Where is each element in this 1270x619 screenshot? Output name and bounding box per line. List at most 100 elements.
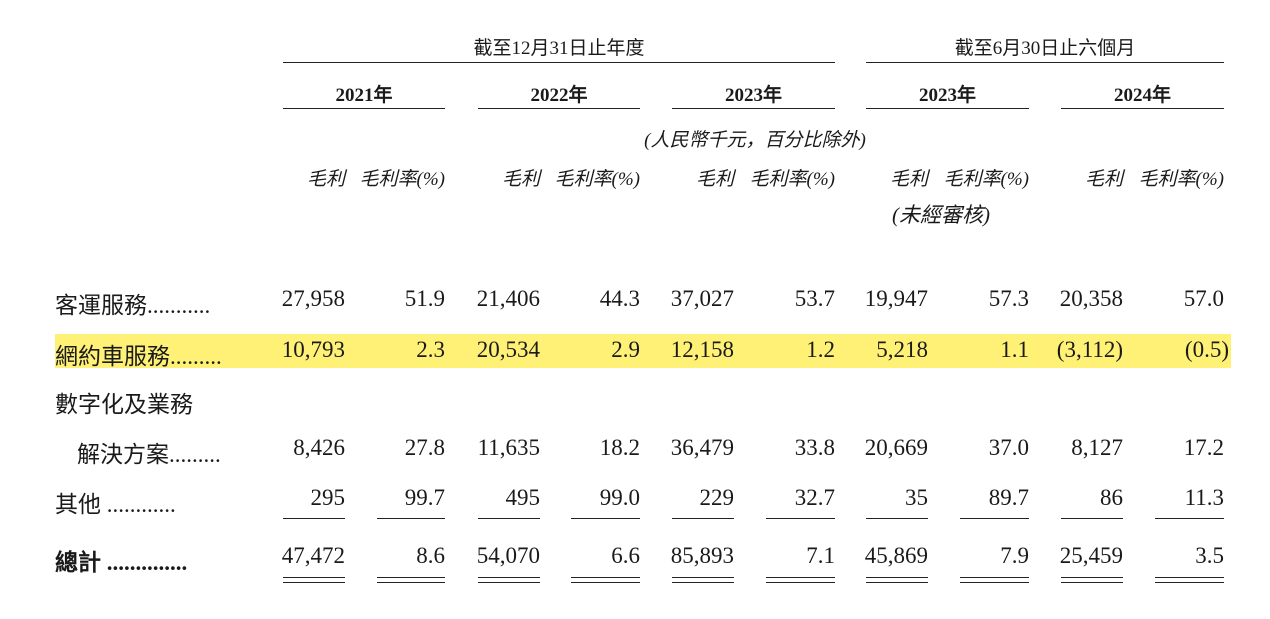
total-double-line xyxy=(571,582,640,583)
cell: 8.6 xyxy=(416,543,445,568)
col-label-gross-profit: 毛利 xyxy=(306,169,345,190)
cell: 7.9 xyxy=(1000,543,1029,568)
col-label-gross-profit: 毛利 xyxy=(501,169,540,190)
total-double-line xyxy=(960,582,1029,583)
cell: 18.2 xyxy=(599,435,640,460)
cell: 10,793 xyxy=(281,337,345,362)
total-double-line xyxy=(478,577,540,578)
total-double-line xyxy=(672,577,734,578)
header-year-2024-interim-underline xyxy=(1061,108,1224,109)
subtotal-line xyxy=(672,518,734,519)
row-label-digital: 數字化及業務 xyxy=(55,392,193,417)
cell: 295 xyxy=(310,485,346,510)
header-year-2021: 2021年 xyxy=(335,85,393,106)
cell: 25,459 xyxy=(1059,543,1123,568)
header-year-2023: 2023年 xyxy=(724,85,782,106)
row-label-passenger: 客運服務........... xyxy=(55,293,211,318)
total-double-line xyxy=(960,577,1029,578)
row-highlight xyxy=(55,334,1231,368)
row-label-total: 總計 .............. xyxy=(55,550,188,575)
total-double-line xyxy=(672,582,734,583)
cell: 47,472 xyxy=(281,543,345,568)
header-year-2022: 2022年 xyxy=(530,85,588,106)
cell: 229 xyxy=(699,485,735,510)
row-label-other: 其他 ............ xyxy=(55,492,176,517)
subtotal-line xyxy=(1155,518,1224,519)
cell: 53.7 xyxy=(794,286,835,311)
total-double-line xyxy=(1061,577,1123,578)
header-interim-underline xyxy=(866,62,1224,63)
cell: 86 xyxy=(1100,485,1123,510)
cell: 495 xyxy=(505,485,541,510)
cell: 17.2 xyxy=(1183,435,1224,460)
header-interim-group: 截至6月30日止六個月 xyxy=(954,38,1136,59)
row-label-solutions: 解決方案......... xyxy=(77,442,221,467)
total-double-line xyxy=(866,582,928,583)
total-double-line xyxy=(377,582,445,583)
subtotal-line xyxy=(866,518,928,519)
cell: 3.5 xyxy=(1195,543,1224,568)
cell: 12,158 xyxy=(670,337,734,362)
col-label-gross-profit: 毛利 xyxy=(695,169,734,190)
subtotal-line xyxy=(1061,518,1123,519)
total-double-line xyxy=(283,582,345,583)
subtotal-line xyxy=(377,518,445,519)
header-annual-group: 截至12月31日止年度 xyxy=(473,38,645,59)
total-double-line xyxy=(377,577,445,578)
cell: (0.5) xyxy=(1184,337,1229,362)
cell: 99.7 xyxy=(404,485,445,510)
header-year-2021-underline xyxy=(283,108,445,109)
cell: 33.8 xyxy=(794,435,835,460)
cell: 20,358 xyxy=(1059,286,1123,311)
cell: 2.9 xyxy=(611,337,640,362)
cell: 6.6 xyxy=(611,543,640,568)
cell: 20,669 xyxy=(864,435,928,460)
col-label-margin: 毛利率(%) xyxy=(1138,169,1224,190)
cell: 7.1 xyxy=(806,543,835,568)
cell: 37.0 xyxy=(988,435,1029,460)
col-label-margin: 毛利率(%) xyxy=(554,169,640,190)
total-double-line xyxy=(766,577,835,578)
cell: 37,027 xyxy=(670,286,734,311)
total-double-line xyxy=(571,577,640,578)
cell: 21,406 xyxy=(476,286,540,311)
cell: 45,869 xyxy=(864,543,928,568)
total-double-line xyxy=(1155,577,1224,578)
total-double-line xyxy=(766,582,835,583)
unit-note: (人民幣千元，百分比除外) xyxy=(644,130,866,151)
cell: (3,112) xyxy=(1056,337,1123,362)
cell: 85,893 xyxy=(670,543,734,568)
cell: 1.2 xyxy=(806,337,835,362)
cell: 27,958 xyxy=(281,286,345,311)
col-label-gross-profit: 毛利 xyxy=(889,169,928,190)
cell: 8,426 xyxy=(293,435,345,460)
header-annual-underline xyxy=(283,62,835,63)
subtotal-line xyxy=(960,518,1029,519)
cell: 11.3 xyxy=(1184,485,1224,510)
cell: 1.1 xyxy=(1000,337,1029,362)
total-double-line xyxy=(1061,582,1123,583)
col-label-margin: 毛利率(%) xyxy=(943,169,1029,190)
cell: 35 xyxy=(905,485,928,510)
total-double-line xyxy=(866,577,928,578)
cell: 2.3 xyxy=(416,337,445,362)
header-year-2023-interim-underline xyxy=(866,108,1029,109)
header-year-2024-interim: 2024年 xyxy=(1113,85,1171,106)
cell: 27.8 xyxy=(404,435,445,460)
cell: 57.3 xyxy=(988,286,1029,311)
subtotal-line xyxy=(571,518,640,519)
cell: 8,127 xyxy=(1071,435,1123,460)
cell: 51.9 xyxy=(404,286,445,311)
cell: 11,635 xyxy=(477,435,540,460)
unaudited-note: (未經審核) xyxy=(892,203,990,227)
cell: 19,947 xyxy=(864,286,928,311)
row-label-ride-hailing: 網約車服務......... xyxy=(55,344,222,369)
cell: 20,534 xyxy=(476,337,540,362)
cell: 36,479 xyxy=(670,435,734,460)
cell: 57.0 xyxy=(1183,286,1224,311)
cell: 89.7 xyxy=(988,485,1029,510)
cell: 32.7 xyxy=(794,485,835,510)
total-double-line xyxy=(1155,582,1224,583)
cell: 99.0 xyxy=(599,485,640,510)
cell: 44.3 xyxy=(599,286,640,311)
